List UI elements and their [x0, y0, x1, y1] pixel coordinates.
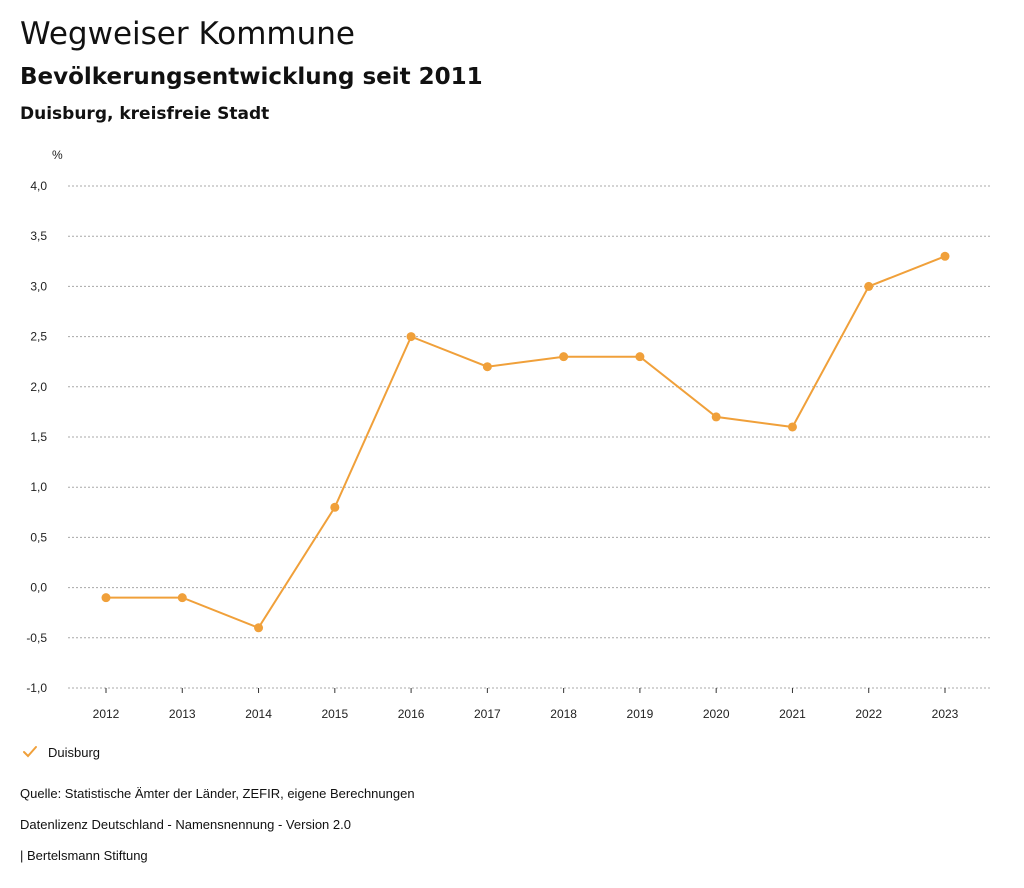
x-tick-label: 2018: [550, 707, 577, 721]
y-tick-label: 3,0: [30, 279, 47, 293]
y-axis-ticks: -1,0 -0,5 0,0 0,5 1,0 1,5 2,0 2,5 3,0 3,5 4,0: [26, 179, 47, 695]
x-tick-label: 2023: [932, 707, 959, 721]
data-point-2022[interactable]: [864, 281, 874, 291]
data-point-2021[interactable]: [787, 422, 797, 432]
data-point-2015[interactable]: [330, 502, 340, 512]
chart-subtitle: Bevölkerungsentwicklung seit 2011: [20, 64, 483, 90]
data-point-2019[interactable]: [635, 352, 645, 362]
x-axis-ticks: 2012 2013 2014 2015 2016 2017 2018 2019 2020 2021…: [93, 688, 959, 721]
data-point-2016[interactable]: [406, 332, 416, 342]
x-tick-label: 2017: [474, 707, 501, 721]
region-name: Duisburg, kreisfreie Stadt: [20, 104, 270, 124]
legend: Duisburg: [22, 744, 100, 760]
data-points: [101, 251, 950, 633]
x-tick-label: 2013: [169, 707, 196, 721]
series-line-duisburg: [106, 255, 946, 630]
x-tick-label: 2014: [245, 707, 272, 721]
x-tick-label: 2020: [703, 707, 730, 721]
y-axis-unit-label: %: [52, 148, 63, 162]
data-point-2014[interactable]: [254, 623, 264, 633]
x-tick-label: 2022: [855, 707, 882, 721]
x-tick-label: 2015: [321, 707, 348, 721]
data-point-2020[interactable]: [711, 412, 721, 422]
data-point-2017[interactable]: [482, 362, 492, 372]
data-point-2012[interactable]: [101, 593, 111, 603]
line-chart: % -1,0 -0,5 0,0 0,5 1,0 1,5 2,0 2,5 3,0 3,5 4,0 20…: [26, 148, 990, 721]
y-tick-label: -1,0: [26, 681, 47, 695]
y-tick-label: 3,5: [30, 229, 47, 243]
y-tick-label: 2,5: [30, 330, 47, 344]
y-tick-label: 4,0: [30, 179, 47, 193]
data-point-2018[interactable]: [559, 352, 569, 362]
publisher-note: | Bertelsmann Stiftung: [20, 848, 148, 863]
license-note: Datenlizenz Deutschland - Namensnennung …: [20, 817, 351, 832]
x-tick-label: 2021: [779, 707, 806, 721]
source-note: Quelle: Statistische Ämter der Länder, Z…: [20, 786, 415, 801]
grid-lines: [68, 185, 990, 689]
y-tick-label: -0,5: [26, 631, 47, 645]
y-tick-label: 0,5: [30, 530, 47, 544]
data-point-2023[interactable]: [940, 251, 950, 261]
data-point-2013[interactable]: [177, 593, 187, 603]
x-tick-label: 2016: [398, 707, 425, 721]
y-tick-label: 1,5: [30, 430, 47, 444]
x-tick-label: 2012: [93, 707, 120, 721]
y-tick-label: 0,0: [30, 581, 47, 595]
legend-label-duisburg[interactable]: Duisburg: [48, 744, 101, 760]
x-tick-label: 2019: [627, 707, 654, 721]
y-tick-label: 2,0: [30, 380, 47, 394]
page-title: Wegweiser Kommune: [20, 16, 355, 52]
checkmark-icon[interactable]: [22, 744, 38, 760]
y-tick-label: 1,0: [30, 480, 47, 494]
